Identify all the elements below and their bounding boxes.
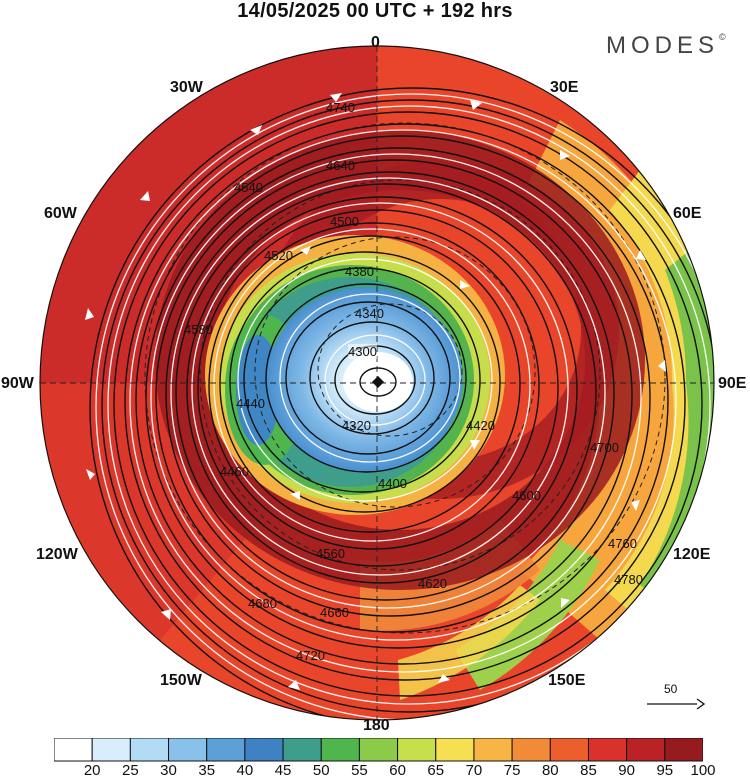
colorbar-swatch bbox=[626, 738, 666, 762]
lon-label-90e: 90E bbox=[718, 375, 747, 392]
colorbar-tick-label: 45 bbox=[274, 762, 292, 779]
colorbar-swatch bbox=[91, 738, 131, 762]
streamline-arrows bbox=[85, 93, 666, 690]
colorbar-swatch bbox=[549, 738, 589, 762]
colorbar-tick-label: 40 bbox=[236, 762, 254, 779]
colorbar-swatch bbox=[397, 738, 437, 762]
colorbar-tick-label: 70 bbox=[465, 762, 483, 779]
lon-label-60e: 60E bbox=[673, 205, 702, 222]
colorbar-tick-label: 55 bbox=[351, 762, 368, 779]
map-title: 14/05/2025 00 UTC + 192 hrs bbox=[237, 0, 513, 22]
lon-label-30e: 30E bbox=[550, 79, 579, 96]
lon-label-30w: 30W bbox=[170, 79, 203, 96]
colorbar-tick-label: 35 bbox=[198, 762, 216, 779]
lon-label-0: 0 bbox=[371, 34, 380, 51]
colorbar-swatch bbox=[168, 738, 208, 762]
colorbar-swatch bbox=[244, 738, 284, 762]
colorbar-tick-label: 80 bbox=[541, 762, 559, 779]
colorbar-tick-label: 85 bbox=[580, 762, 597, 779]
lon-label-150e: 150E bbox=[548, 672, 586, 689]
pole-marker bbox=[372, 376, 384, 388]
height-contours bbox=[89, 87, 714, 720]
reference-vector-arrow-icon bbox=[647, 698, 705, 710]
graticule bbox=[40, 46, 714, 720]
brand-logo: MODES© bbox=[606, 32, 726, 59]
colorbar-swatch bbox=[473, 738, 513, 762]
lon-label-180: 180 bbox=[363, 717, 390, 734]
colorbar-tick-label: 20 bbox=[83, 762, 101, 779]
colorbar bbox=[54, 738, 703, 762]
colorbar-swatch bbox=[282, 738, 322, 762]
temperature-contours bbox=[144, 122, 666, 634]
colorbar-swatch bbox=[435, 738, 475, 762]
colorbar-tick-label: 90 bbox=[618, 762, 635, 779]
colorbar-swatch bbox=[54, 738, 93, 762]
colorbar-tick-label: 30 bbox=[160, 762, 177, 779]
colorbar-tick-label: 60 bbox=[389, 762, 406, 779]
colorbar-swatch bbox=[664, 738, 703, 762]
colorbar-tick-label: 100 bbox=[690, 762, 716, 779]
colorbar-swatch bbox=[587, 738, 628, 762]
colorbar-tick-label: 50 bbox=[312, 762, 330, 779]
colorbar-swatch bbox=[129, 738, 170, 762]
colorbar-swatch bbox=[358, 738, 399, 762]
lon-label-90w: 90W bbox=[1, 375, 34, 392]
colorbar-tick-label: 95 bbox=[656, 762, 674, 779]
colorbar-tick-label: 75 bbox=[503, 762, 521, 779]
lon-label-120w: 120W bbox=[36, 546, 78, 563]
colorbar-swatch bbox=[320, 738, 360, 762]
wind-streamlines bbox=[95, 93, 714, 720]
lon-label-150w: 150W bbox=[160, 672, 202, 689]
colorbar-swatch bbox=[511, 738, 551, 762]
colorbar-tick-label: 25 bbox=[122, 762, 139, 779]
reference-vector-label: 50 bbox=[664, 682, 678, 696]
lon-label-120e: 120E bbox=[673, 546, 711, 563]
colorbar-swatch bbox=[206, 738, 246, 762]
colorbar-tick-label: 65 bbox=[427, 762, 445, 779]
copyright-icon: © bbox=[719, 32, 726, 42]
lon-label-60w: 60W bbox=[44, 205, 77, 222]
